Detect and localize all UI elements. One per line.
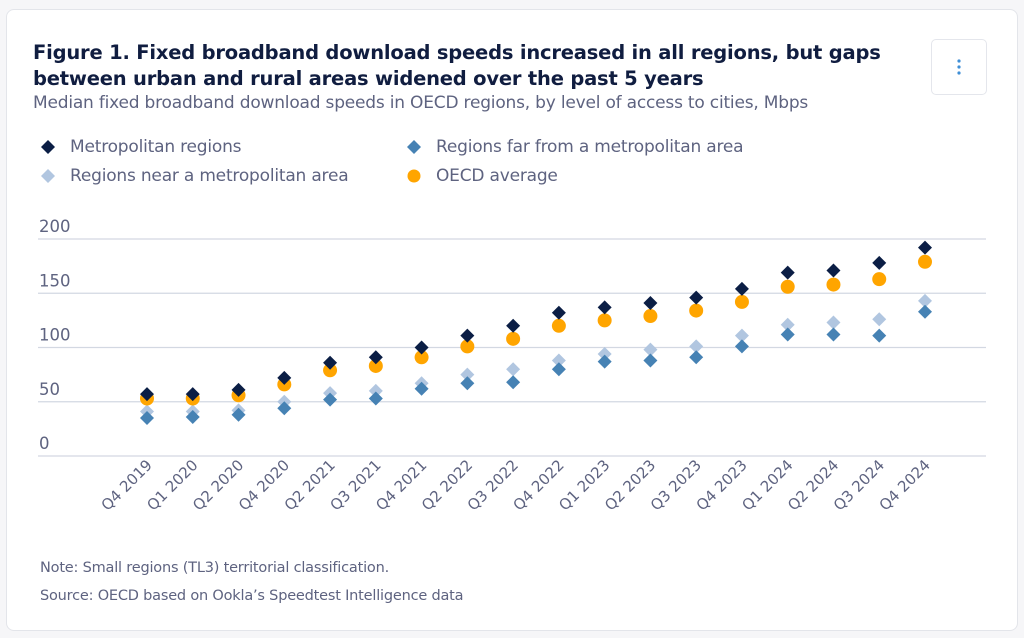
point-metropolitan-regions[interactable] bbox=[643, 296, 658, 311]
point-regions-near-a-metropolitan-area[interactable] bbox=[368, 383, 383, 398]
point-regions-near-a-metropolitan-area[interactable] bbox=[780, 317, 795, 332]
point-regions-far-from-a-metropolitan-area[interactable] bbox=[643, 353, 658, 368]
legend-diamond-icon bbox=[41, 140, 55, 154]
legend-label: Regions near a metropolitan area bbox=[70, 166, 349, 186]
point-metropolitan-regions[interactable] bbox=[689, 290, 704, 305]
point-regions-near-a-metropolitan-area[interactable] bbox=[872, 312, 887, 327]
y-tick-label: 0 bbox=[39, 434, 50, 453]
legend-item-near[interactable]: Regions near a metropolitan area bbox=[40, 166, 349, 186]
point-regions-far-from-a-metropolitan-area[interactable] bbox=[689, 350, 704, 365]
point-regions-near-a-metropolitan-area[interactable] bbox=[918, 293, 932, 308]
point-oecd-average[interactable] bbox=[414, 350, 429, 365]
point-metropolitan-regions[interactable] bbox=[460, 328, 475, 343]
point-metropolitan-regions[interactable] bbox=[551, 305, 566, 320]
legend-diamond-icon bbox=[407, 140, 421, 154]
legend-diamond-icon bbox=[41, 169, 55, 183]
point-oecd-average[interactable] bbox=[597, 313, 612, 328]
gridlines bbox=[38, 238, 986, 457]
y-tick-label: 50 bbox=[39, 380, 60, 399]
legend-circle-icon bbox=[407, 169, 421, 183]
point-regions-near-a-metropolitan-area[interactable] bbox=[826, 315, 841, 330]
point-regions-far-from-a-metropolitan-area[interactable] bbox=[872, 328, 887, 343]
point-regions-far-from-a-metropolitan-area[interactable] bbox=[323, 392, 338, 407]
point-metropolitan-regions[interactable] bbox=[185, 387, 200, 402]
point-oecd-average[interactable] bbox=[689, 303, 704, 318]
x-tick-label: Q4 2024 bbox=[876, 456, 934, 514]
point-regions-far-from-a-metropolitan-area[interactable] bbox=[231, 407, 246, 422]
point-regions-near-a-metropolitan-area[interactable] bbox=[734, 328, 749, 343]
point-regions-far-from-a-metropolitan-area[interactable] bbox=[551, 362, 566, 377]
point-regions-near-a-metropolitan-area[interactable] bbox=[551, 353, 566, 368]
point-regions-far-from-a-metropolitan-area[interactable] bbox=[918, 304, 932, 319]
y-tick-label: 100 bbox=[39, 326, 71, 345]
chart-subtitle: Median fixed broadband download speeds i… bbox=[33, 93, 809, 113]
point-regions-far-from-a-metropolitan-area[interactable] bbox=[460, 376, 475, 391]
point-oecd-average[interactable] bbox=[643, 309, 658, 324]
point-oecd-average[interactable] bbox=[872, 272, 887, 287]
y-tick-label: 200 bbox=[39, 217, 71, 236]
point-oecd-average[interactable] bbox=[368, 358, 383, 373]
point-metropolitan-regions[interactable] bbox=[780, 265, 795, 280]
point-metropolitan-regions[interactable] bbox=[277, 370, 292, 385]
point-metropolitan-regions[interactable] bbox=[414, 340, 429, 355]
legend-item-metropolitan[interactable]: Metropolitan regions bbox=[40, 137, 242, 157]
y-axis-ticks: 0 50 100 150 200 bbox=[39, 217, 71, 453]
point-regions-far-from-a-metropolitan-area[interactable] bbox=[140, 411, 154, 426]
chart-title: Figure 1. Fixed broadband download speed… bbox=[33, 41, 881, 90]
data-points bbox=[140, 240, 932, 426]
y-tick-label: 150 bbox=[39, 271, 71, 290]
legend-item-far[interactable]: Regions far from a metropolitan area bbox=[406, 137, 744, 157]
point-metropolitan-regions[interactable] bbox=[140, 387, 154, 402]
point-regions-near-a-metropolitan-area[interactable] bbox=[460, 367, 475, 382]
point-metropolitan-regions[interactable] bbox=[734, 281, 749, 296]
point-regions-near-a-metropolitan-area[interactable] bbox=[597, 347, 612, 362]
point-metropolitan-regions[interactable] bbox=[918, 240, 932, 255]
chart-source: Source: OECD based on Ookla’s Speedtest … bbox=[40, 588, 464, 604]
point-regions-far-from-a-metropolitan-area[interactable] bbox=[780, 327, 795, 342]
point-metropolitan-regions[interactable] bbox=[506, 318, 521, 333]
point-metropolitan-regions[interactable] bbox=[826, 263, 841, 278]
point-oecd-average[interactable] bbox=[551, 318, 566, 333]
legend-label: Metropolitan regions bbox=[70, 137, 242, 157]
legend-label: OECD average bbox=[436, 166, 558, 186]
chart-note: Note: Small regions (TL3) territorial cl… bbox=[40, 560, 389, 576]
point-regions-near-a-metropolitan-area[interactable] bbox=[689, 339, 704, 354]
point-oecd-average[interactable] bbox=[734, 294, 749, 309]
point-regions-far-from-a-metropolitan-area[interactable] bbox=[368, 391, 383, 406]
point-regions-near-a-metropolitan-area[interactable] bbox=[643, 342, 658, 357]
point-regions-far-from-a-metropolitan-area[interactable] bbox=[826, 327, 841, 342]
point-regions-far-from-a-metropolitan-area[interactable] bbox=[506, 375, 521, 390]
legend-item-oecd-average[interactable]: OECD average bbox=[406, 166, 558, 186]
point-metropolitan-regions[interactable] bbox=[323, 355, 338, 370]
point-oecd-average[interactable] bbox=[506, 331, 521, 346]
chart-menu-button[interactable] bbox=[931, 39, 987, 95]
point-oecd-average[interactable] bbox=[918, 254, 932, 269]
point-oecd-average[interactable] bbox=[826, 277, 841, 292]
point-regions-far-from-a-metropolitan-area[interactable] bbox=[597, 354, 612, 369]
point-oecd-average[interactable] bbox=[323, 363, 338, 378]
point-oecd-average[interactable] bbox=[460, 339, 475, 354]
point-regions-far-from-a-metropolitan-area[interactable] bbox=[734, 339, 749, 354]
point-metropolitan-regions[interactable] bbox=[231, 382, 246, 397]
vertical-ellipsis-icon bbox=[957, 59, 961, 75]
point-metropolitan-regions[interactable] bbox=[368, 350, 383, 365]
legend-label: Regions far from a metropolitan area bbox=[436, 137, 744, 157]
point-regions-far-from-a-metropolitan-area[interactable] bbox=[185, 409, 200, 424]
point-oecd-average[interactable] bbox=[780, 279, 795, 294]
point-metropolitan-regions[interactable] bbox=[872, 255, 887, 270]
point-regions-near-a-metropolitan-area[interactable] bbox=[506, 362, 521, 377]
point-regions-far-from-a-metropolitan-area[interactable] bbox=[277, 401, 292, 416]
point-metropolitan-regions[interactable] bbox=[597, 300, 612, 315]
point-regions-far-from-a-metropolitan-area[interactable] bbox=[414, 381, 429, 396]
